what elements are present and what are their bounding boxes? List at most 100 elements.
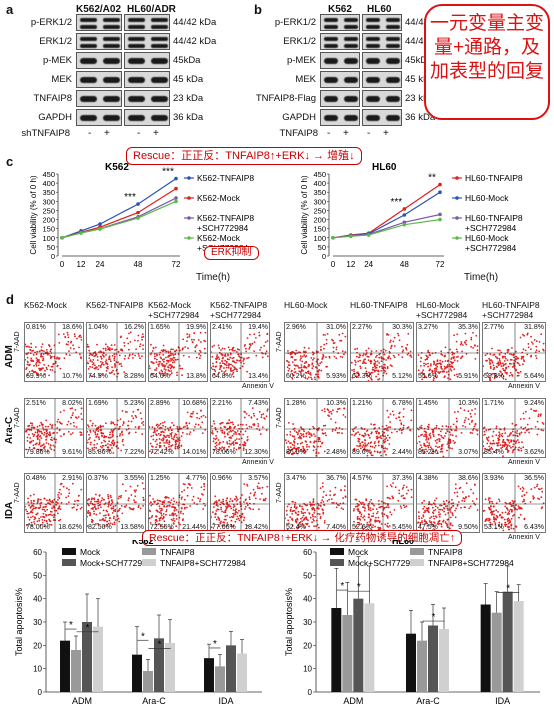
bar (71, 650, 81, 692)
blot-band (103, 37, 120, 41)
flow-cytometry-plot: 2.77% 31.8% 59.8% 5.64% (482, 322, 546, 382)
flow-cytometry-plot: 1.65% 19.9% 64.6% 13.8% (148, 322, 208, 382)
blot-band (344, 96, 358, 102)
panel-a-sign-4: + (153, 128, 159, 139)
flow-quadrant-value: 52.6% (352, 524, 372, 531)
blot-strip (320, 109, 360, 126)
flow-cytometry-plot: 1.25% 4.77% 72.55% 21.44% (148, 473, 208, 533)
blot-strip (76, 109, 122, 126)
blot-strip (320, 90, 360, 107)
flow-x-axis-label: Annexin V (242, 383, 274, 390)
flow-quadrant-value: 64.8% (212, 373, 232, 380)
blot-strip (362, 90, 402, 107)
blot-band (151, 37, 168, 41)
panel-b-row-label: p-MEK (286, 55, 316, 66)
y-tick-label: 20 (33, 641, 42, 650)
flow-cytometry-plot: 2.51% 8.02% 79.86% 9.61% (24, 398, 84, 458)
flow-quadrant-value: 5.23% (124, 400, 144, 407)
flow-quadrant-value: 4.57% (352, 475, 372, 482)
blot-band (344, 77, 358, 83)
flow-quadrant-value: 5.12% (392, 373, 412, 380)
flow-quadrant-value: 3.27% (418, 324, 438, 331)
panel-a-sign-3: - (137, 128, 141, 139)
blot-band (128, 37, 145, 41)
flow-quadrant-value: 86.0% (286, 449, 306, 456)
flow-quadrant-value: 38.6% (458, 475, 478, 482)
flow-quadrant-value: 5.64% (524, 373, 544, 380)
panel-b-kda-label: 23 kDa (405, 93, 436, 104)
y-tick-label: 0 (322, 252, 326, 261)
legend-marker (187, 236, 191, 240)
line-chart-ylabel: Cell viability (% of 0 h) (29, 175, 38, 254)
blot-strip (320, 33, 360, 50)
flow-x-axis-label: Annexin V (508, 383, 540, 390)
y-tick-label: 10 (303, 665, 312, 674)
line-chart-k562-xlabel: Time(h) (196, 272, 231, 283)
significance-mark: * (357, 582, 361, 593)
blot-strip (76, 71, 122, 88)
series-point (366, 233, 371, 237)
blot-band (386, 58, 400, 64)
y-tick-label: 0 (38, 688, 43, 697)
flow-quadrant-value: 89.6% (352, 449, 372, 456)
panel-a-row-label: p-ERK1/2 (30, 17, 72, 28)
panel-a-kda-label: 36 kDa (173, 112, 204, 123)
blot-band (386, 37, 400, 41)
flow-cytometry-plot: 4.57% 37.3% 52.6% 5.45% (350, 473, 414, 533)
flow-quadrant-value: 10.3% (458, 400, 478, 407)
blot-band (324, 25, 338, 29)
x-tick-label: 0 (331, 260, 336, 269)
rescue-note-apoptosis-text: Rescue：正正反：TNFAIP8↑+ERK↓ → 化疗药物诱导的细胞凋亡↑ (149, 532, 456, 544)
flow-quadrant-value: 85.86% (88, 449, 112, 456)
legend-label: TNFAIP8+SCH772984 (160, 558, 246, 568)
y-tick-label: 20 (303, 641, 312, 650)
flow-quadrant-value: 13.8% (186, 373, 206, 380)
flow-quadrant-value: 85.4% (484, 449, 504, 456)
panel-b-kda-label: 36 kDa (405, 112, 436, 123)
flow-quadrant-value: 2.48% (326, 449, 346, 456)
blot-band (151, 115, 168, 121)
flow-column-header: HL60-TNFAIP8 +SCH772984 (482, 300, 540, 320)
flow-column-header: HL60-Mock (284, 300, 328, 310)
y-tick-label: 0 (51, 252, 55, 261)
flow-quadrant-value: 1.25% (150, 475, 170, 482)
flow-cytometry-plot: 1.21% 6.78% 89.6% 2.44% (350, 398, 414, 458)
x-tick-label: 24 (364, 260, 373, 269)
flow-quadrant-value: 2.51% (26, 400, 46, 407)
bar-chart-title: HL60 (392, 540, 414, 546)
bar (406, 633, 416, 692)
blot-band (103, 18, 120, 22)
flow-y-axis-label: 7-AAD (276, 407, 283, 428)
panel-b-kda-label: 45kDa (405, 55, 433, 66)
flow-quadrant-value: 47.5% (418, 524, 438, 531)
x-category-label: IDA (495, 696, 510, 705)
blot-strip (320, 71, 360, 88)
flow-cytometry-plot: 2.41% 19.4% 64.8% 13.4% (210, 322, 270, 382)
y-tick-label: 200 (313, 216, 326, 225)
x-tick-label: 72 (436, 260, 445, 269)
blot-band (103, 58, 120, 64)
blot-strip (76, 33, 122, 50)
bar (331, 608, 342, 692)
line-chart-title: K562 (105, 162, 129, 173)
legend-label: Mock (80, 547, 101, 557)
series-point (438, 190, 442, 195)
flow-quadrant-value: 4.38% (418, 475, 438, 482)
y-tick-label: 50 (47, 243, 55, 252)
flow-quadrant-value: 36.7% (326, 475, 346, 482)
blot-band (128, 96, 145, 102)
blot-strip (124, 71, 170, 88)
legend-marker (187, 196, 191, 200)
bar (417, 640, 427, 692)
legend-label: Mock+SCH772984 (348, 558, 420, 568)
blot-band (128, 44, 145, 48)
significance-mark: * (86, 623, 90, 634)
erk-inhibition-note: ERK抑制 (204, 246, 259, 260)
flow-y-axis-label: 7-AAD (14, 331, 21, 352)
bar (226, 645, 236, 692)
legend-label: HL60-TNFAIP8 (465, 213, 523, 223)
series-line-1 (332, 191, 441, 239)
series-point (402, 222, 407, 227)
flow-quadrant-value: 9.50% (458, 524, 478, 531)
flow-quadrant-value: 2.27% (352, 324, 372, 331)
